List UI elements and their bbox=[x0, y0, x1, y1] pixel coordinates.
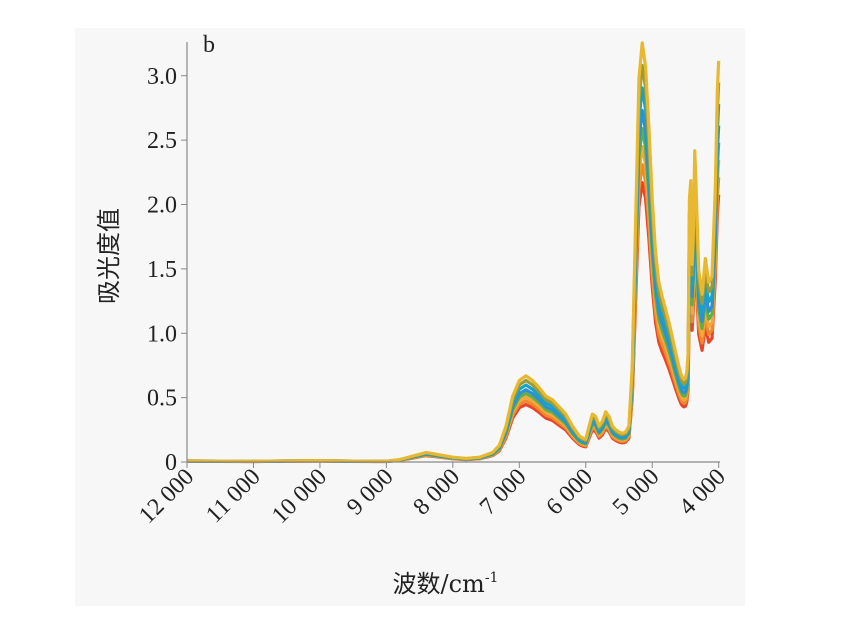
spectrum-line bbox=[186, 41, 721, 463]
y-tick-label: 0.5 bbox=[147, 386, 177, 412]
y-tick-label: 2.0 bbox=[147, 193, 177, 219]
y-axis-ticks: 0 0.5 1.0 1.5 2.0 2.5 3.0 bbox=[147, 64, 187, 476]
x-tick-label: 10 000 bbox=[267, 464, 332, 529]
x-tick-label: 4 000 bbox=[674, 464, 731, 521]
x-tick-label: 8 000 bbox=[409, 464, 466, 521]
chart-panel: 0 0.5 1.0 1.5 2.0 2.5 3.0 12 000 11 000 10 000 9 … bbox=[75, 28, 745, 606]
panel-label: b bbox=[203, 32, 215, 58]
y-axis-title: 吸光度值 bbox=[95, 208, 123, 304]
x-tick-label: 7 000 bbox=[475, 464, 532, 521]
x-axis-ticks: 12 000 11 000 10 000 9 000 8 000 7 000 6 000 5 … bbox=[134, 462, 731, 529]
absorbance-spectrum-chart: 0 0.5 1.0 1.5 2.0 2.5 3.0 12 000 11 000 10 000 9 … bbox=[95, 32, 731, 598]
x-tick-label: 11 000 bbox=[201, 464, 265, 528]
x-axis-title: 波数/cm-1 bbox=[393, 570, 499, 598]
series-lines bbox=[186, 41, 721, 464]
y-tick-label: 1.0 bbox=[147, 321, 177, 347]
x-axis-title-superscript: -1 bbox=[485, 570, 499, 586]
x-tick-label: 6 000 bbox=[541, 464, 598, 521]
y-tick-label: 0 bbox=[165, 450, 177, 476]
x-tick-label: 5 000 bbox=[608, 464, 665, 521]
y-tick-label: 3.0 bbox=[147, 64, 177, 90]
x-axis-title-main: 波数/cm bbox=[393, 570, 486, 598]
x-tick-label: 9 000 bbox=[342, 464, 399, 521]
y-tick-label: 1.5 bbox=[147, 257, 177, 283]
y-tick-label: 2.5 bbox=[147, 128, 177, 154]
